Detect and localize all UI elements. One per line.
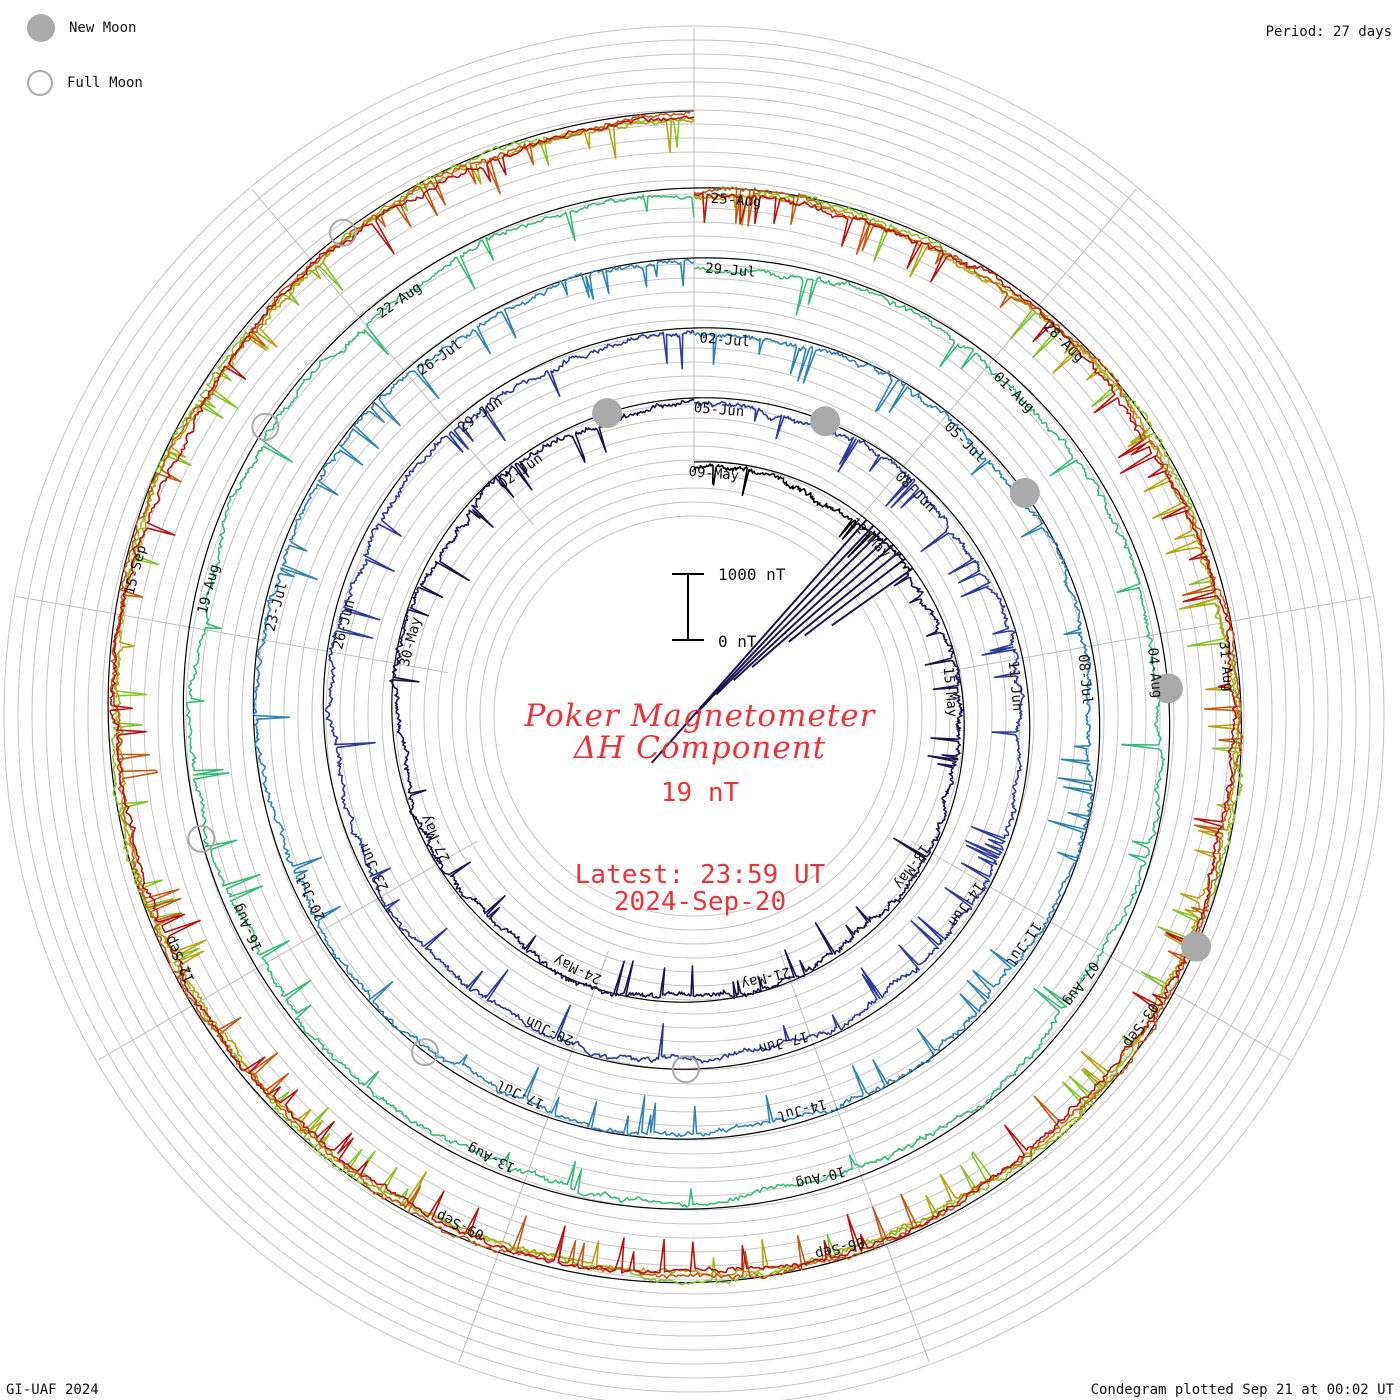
day-spoke	[910, 840, 1291, 1061]
full-moon-marker	[411, 1038, 439, 1067]
date-label: 26-Jun	[330, 598, 358, 651]
full-moon-marker	[671, 1055, 700, 1084]
new-moon-marker	[810, 406, 841, 437]
grid-ring	[451, 473, 937, 959]
rotation-trace	[693, 463, 911, 573]
legend-full-moon-label: Full Moon	[67, 75, 143, 91]
date-label: 08-Jul	[1074, 654, 1095, 706]
trace-layer	[109, 109, 1244, 1286]
day-spoke	[97, 840, 478, 1061]
new-moon-marker	[592, 398, 623, 429]
rotation-trace	[324, 329, 1025, 1064]
rotation-trace	[185, 194, 1166, 1208]
rotation-baseline	[252, 257, 1101, 1140]
full-moon-marker	[251, 412, 280, 441]
day-spoke	[16, 596, 448, 674]
rotation-trace	[109, 115, 1238, 1274]
scale-bar-top-label: 1000 nT	[718, 565, 786, 584]
date-label: 23-Jul	[263, 580, 291, 633]
storm-spike	[788, 550, 901, 643]
latest-date: 2024-Sep-20	[613, 887, 787, 917]
spoke-layer	[16, 28, 1372, 1363]
rotation-trace	[389, 398, 964, 999]
new-moon-icon	[27, 14, 55, 42]
date-label: 15-May	[940, 666, 961, 718]
grid-ring	[465, 487, 923, 945]
date-label: 25-Aug	[710, 191, 762, 211]
storm-spike	[715, 531, 882, 696]
day-spoke	[779, 950, 930, 1363]
rotation-trace	[111, 116, 1244, 1286]
storm-spike	[751, 544, 894, 669]
footer-credit: GI-UAF 2024	[6, 1382, 99, 1398]
legend-full-moon: Full Moon	[27, 70, 143, 96]
date-label: 10-Aug	[794, 1163, 847, 1192]
date-label: 17-Jun	[757, 1028, 810, 1057]
new-moon-marker	[1153, 673, 1183, 704]
storm-spike	[831, 567, 914, 627]
storm-spike	[695, 524, 875, 715]
date-label: 14-Jul	[775, 1095, 828, 1124]
latest-time: Latest: 23:59 UT	[574, 860, 826, 890]
storm-spike	[650, 519, 868, 764]
moon-layer	[187, 218, 1212, 1084]
rotation-baseline	[391, 397, 965, 1003]
storm-spike	[804, 557, 906, 637]
date-label: 31-Aug	[1215, 640, 1236, 692]
day-spoke	[854, 188, 1137, 525]
day-spoke	[251, 188, 534, 525]
grid-ring	[479, 501, 909, 931]
chart-title-line2: ΔH Component	[573, 730, 827, 766]
full-moon-icon	[27, 70, 53, 96]
date-label: 29-Jul	[705, 261, 757, 281]
storm-spike	[733, 537, 888, 682]
scale-bar-bottom-label: 0 nT	[718, 632, 757, 651]
date-label: 04-Aug	[1144, 647, 1165, 699]
new-moon-marker	[1181, 931, 1212, 962]
rotation-trace	[113, 117, 1241, 1277]
date-label: 05-Jun	[693, 400, 745, 420]
rotation-trace	[252, 258, 1094, 1138]
footer-plot-time: Condegram plotted Sep 21 at 00:02 UT	[1090, 1382, 1394, 1398]
full-moon-marker	[328, 218, 357, 247]
legend-new-moon-label: New Moon	[69, 20, 137, 36]
grid-ring	[493, 515, 895, 917]
date-label: 09-May	[688, 464, 740, 484]
rotation-trace	[109, 109, 1244, 1280]
chart-title-line1: Poker Magnetometer	[524, 698, 876, 734]
date-label: 27-May	[418, 812, 454, 865]
day-spoke	[940, 596, 1372, 674]
date-label: 11-Jun	[1005, 660, 1026, 712]
legend-new-moon: New Moon	[27, 14, 136, 42]
current-value: 19 nT	[660, 778, 740, 808]
date-label: 19-Aug	[195, 563, 223, 616]
new-moon-marker	[1009, 477, 1040, 508]
rotation-baseline	[322, 327, 1031, 1070]
date-label: 15-Sep	[122, 543, 150, 596]
date-label: 02-Jul	[699, 330, 751, 350]
day-spoke	[458, 950, 609, 1363]
scale-bar: 1000 nT 0 nT	[672, 565, 786, 651]
full-moon-marker	[187, 824, 216, 853]
period-label: Period: 27 days	[1265, 24, 1392, 40]
grid-ring	[3, 25, 1385, 1400]
rotation-baseline	[182, 187, 1171, 1210]
